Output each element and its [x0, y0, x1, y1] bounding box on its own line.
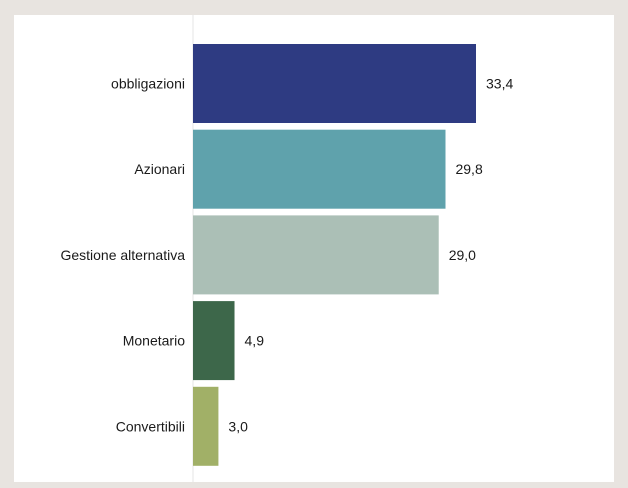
value-label-azionari: 29,8	[455, 161, 482, 177]
category-label-azionari: Azionari	[134, 161, 185, 177]
value-label-convertibili: 3,0	[228, 418, 248, 434]
bar-chart: obbligazioni Azionari Gestione alternativa…	[60, 15, 513, 482]
value-label-gestione-alternativa: 29,0	[449, 247, 476, 263]
value-label-monetario: 4,9	[245, 333, 265, 349]
bar-azionari	[193, 129, 446, 209]
category-label-obbligazioni: obbligazioni	[111, 76, 185, 92]
value-labels-group: 33,4 29,8 29,0 4,9 3,0	[228, 76, 513, 435]
category-label-monetario: Monetario	[123, 333, 185, 349]
bar-obbligazioni	[193, 44, 476, 123]
bar-gestione-alternativa	[193, 215, 439, 295]
value-label-obbligazioni: 33,4	[486, 76, 513, 92]
category-label-convertibili: Convertibili	[116, 418, 185, 434]
bars-group	[193, 44, 476, 466]
bar-convertibili	[193, 386, 219, 466]
bar-monetario	[193, 301, 235, 381]
category-label-gestione-alternativa: Gestione alternativa	[60, 247, 185, 263]
category-labels-group: obbligazioni Azionari Gestione alternativa…	[60, 76, 185, 435]
chart-panel: obbligazioni Azionari Gestione alternativa…	[14, 15, 614, 482]
